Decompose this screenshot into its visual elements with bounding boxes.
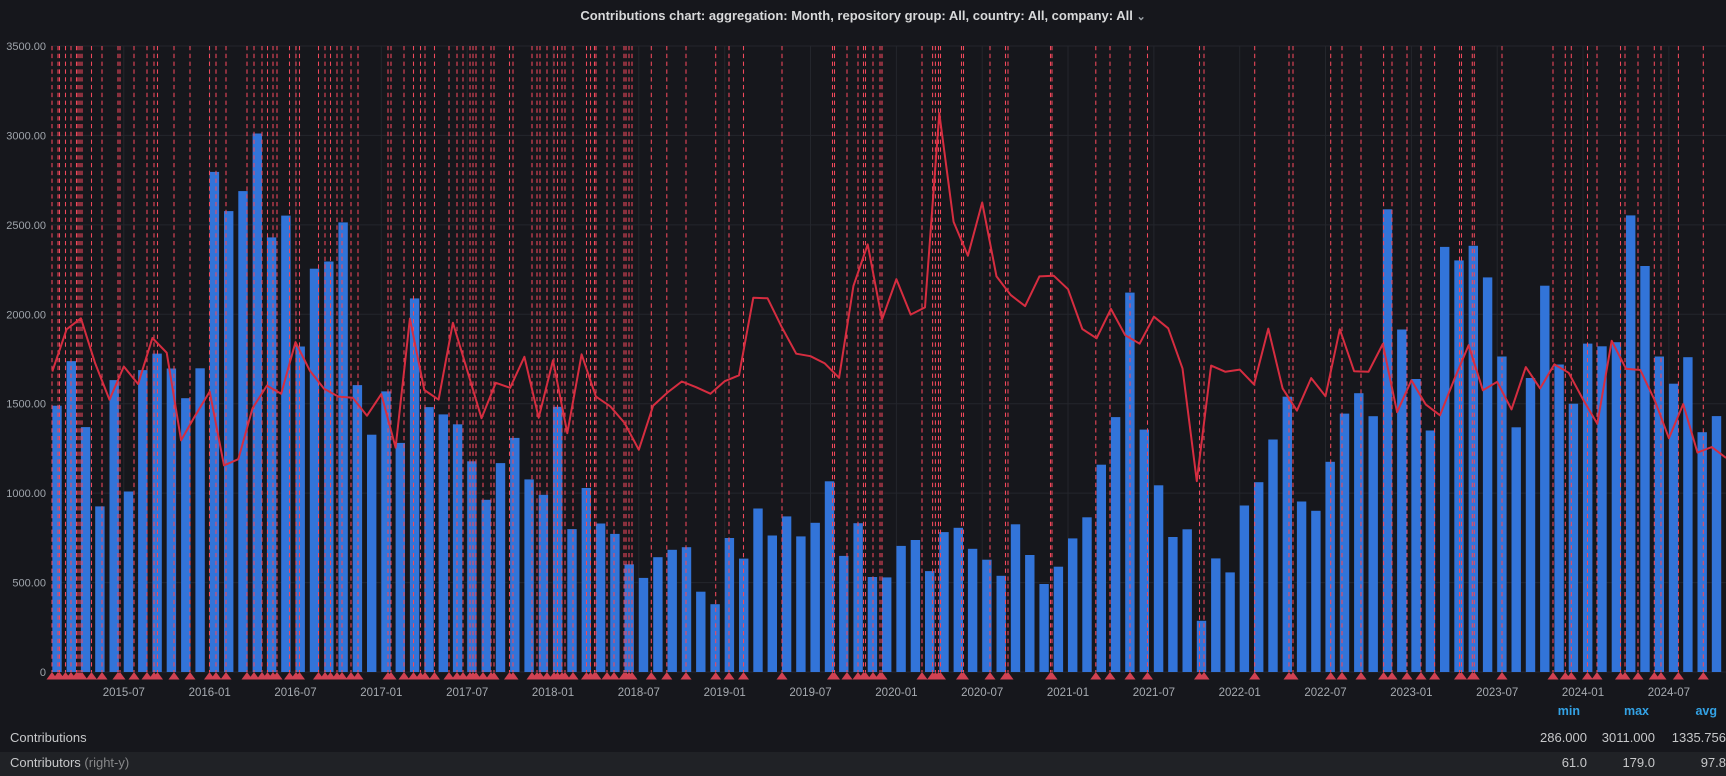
svg-text:2022-07: 2022-07	[1304, 687, 1346, 699]
svg-text:2000.00: 2000.00	[6, 309, 46, 321]
svg-text:2017-07: 2017-07	[446, 687, 488, 699]
svg-text:2021-01: 2021-01	[1047, 687, 1089, 699]
svg-text:2024-07: 2024-07	[1648, 687, 1690, 699]
svg-text:3000.00: 3000.00	[6, 130, 46, 142]
svg-text:2020-07: 2020-07	[961, 687, 1003, 699]
svg-text:2019-01: 2019-01	[704, 687, 746, 699]
svg-text:2015-07: 2015-07	[103, 687, 145, 699]
svg-text:2024-01: 2024-01	[1562, 687, 1604, 699]
svg-text:2023-07: 2023-07	[1476, 687, 1518, 699]
svg-text:0: 0	[40, 667, 46, 679]
svg-text:2016-07: 2016-07	[274, 687, 316, 699]
svg-text:2016-01: 2016-01	[189, 687, 231, 699]
svg-text:2023-01: 2023-01	[1390, 687, 1432, 699]
svg-text:2021-07: 2021-07	[1133, 687, 1175, 699]
svg-text:2017-01: 2017-01	[360, 687, 402, 699]
svg-text:1500.00: 1500.00	[6, 399, 46, 411]
svg-text:2018-01: 2018-01	[532, 687, 574, 699]
svg-text:2022-01: 2022-01	[1219, 687, 1261, 699]
svg-text:500.00: 500.00	[12, 578, 46, 590]
svg-text:2500.00: 2500.00	[6, 220, 46, 232]
svg-text:2019-07: 2019-07	[789, 687, 831, 699]
svg-text:3500.00: 3500.00	[6, 41, 46, 53]
svg-text:2018-07: 2018-07	[618, 687, 660, 699]
svg-text:1000.00: 1000.00	[6, 488, 46, 500]
svg-text:2020-01: 2020-01	[875, 687, 917, 699]
